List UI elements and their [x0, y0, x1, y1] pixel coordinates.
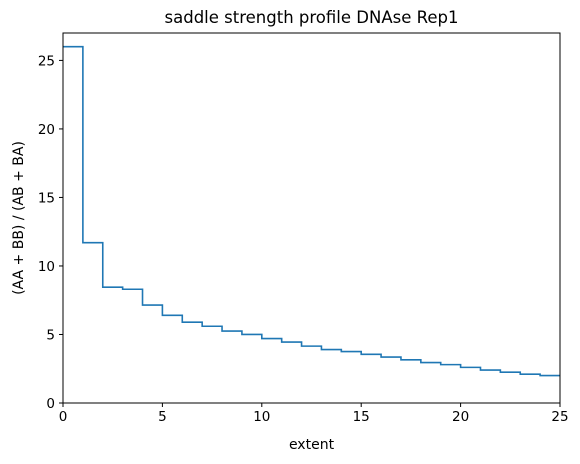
x-tick-label: 15 [353, 409, 370, 425]
x-tick-label: 20 [452, 409, 469, 425]
y-axis-label: (AA + BB) / (AB + BA) [11, 141, 27, 295]
chart-title: saddle strength profile DNAse Rep1 [165, 8, 459, 27]
x-tick-label: 10 [253, 409, 270, 425]
plot-frame [62, 32, 561, 404]
series-line [63, 45, 560, 377]
x-tick-label: 25 [551, 409, 568, 425]
x-tick-label: 5 [158, 409, 167, 425]
y-tick-label: 10 [38, 259, 55, 275]
y-tick-label: 20 [38, 122, 55, 138]
y-tick-label: 0 [46, 396, 55, 412]
y-tick-label: 15 [38, 190, 55, 206]
y-tick-label: 25 [38, 53, 55, 69]
x-axis-label: extent [289, 437, 335, 453]
axis-ticks: 0 5 10 15 20 25 0 5 10 15 20 25 [38, 53, 569, 425]
x-tick-label: 0 [59, 409, 68, 425]
y-tick-label: 5 [46, 327, 55, 343]
